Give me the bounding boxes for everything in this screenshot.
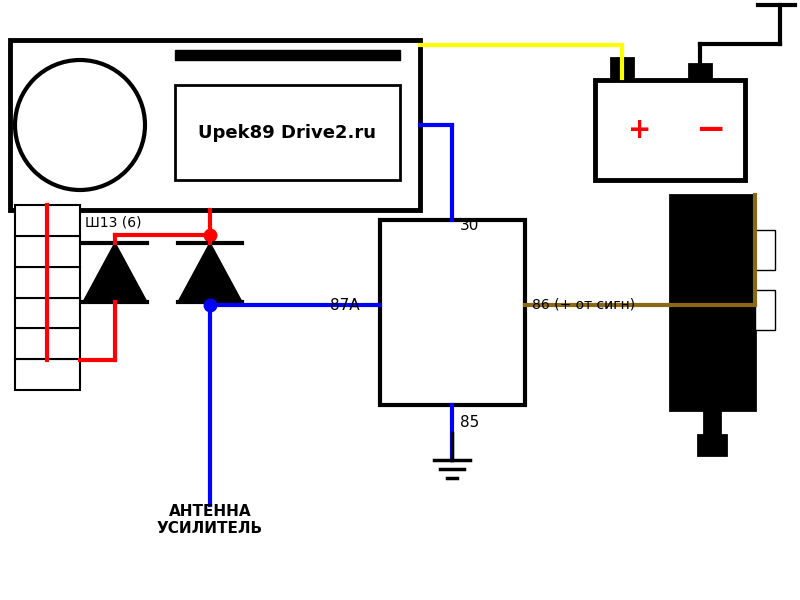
Bar bbox=[611, 58, 633, 80]
Bar bbox=[15, 205, 80, 236]
Text: Upek89 Drive2.ru: Upek89 Drive2.ru bbox=[198, 124, 377, 142]
Bar bbox=[15, 236, 80, 266]
Bar bbox=[175, 50, 400, 60]
Text: Ш13 (6): Ш13 (6) bbox=[85, 215, 142, 229]
Bar bbox=[704, 410, 720, 435]
Bar bbox=[689, 64, 711, 80]
Bar bbox=[670, 195, 755, 410]
Bar bbox=[175, 85, 400, 180]
Bar bbox=[15, 328, 80, 359]
Polygon shape bbox=[178, 243, 242, 302]
Text: 85: 85 bbox=[460, 415, 479, 430]
Bar bbox=[15, 266, 80, 298]
Text: 86 (+ от сигн): 86 (+ от сигн) bbox=[532, 298, 635, 312]
Bar bbox=[10, 40, 420, 210]
Bar bbox=[755, 230, 775, 270]
Text: 30: 30 bbox=[460, 217, 479, 232]
Text: −: − bbox=[695, 113, 725, 147]
Bar bbox=[15, 359, 80, 390]
Bar bbox=[595, 80, 745, 180]
Polygon shape bbox=[83, 243, 147, 302]
Bar bbox=[15, 298, 80, 328]
Bar bbox=[698, 435, 726, 455]
Text: +: + bbox=[628, 116, 652, 144]
Bar bbox=[380, 220, 525, 405]
Bar bbox=[755, 290, 775, 330]
Text: 87A: 87A bbox=[330, 298, 360, 313]
Text: АНТЕННА
УСИЛИТЕЛЬ: АНТЕННА УСИЛИТЕЛЬ bbox=[157, 504, 263, 536]
Circle shape bbox=[15, 60, 145, 190]
